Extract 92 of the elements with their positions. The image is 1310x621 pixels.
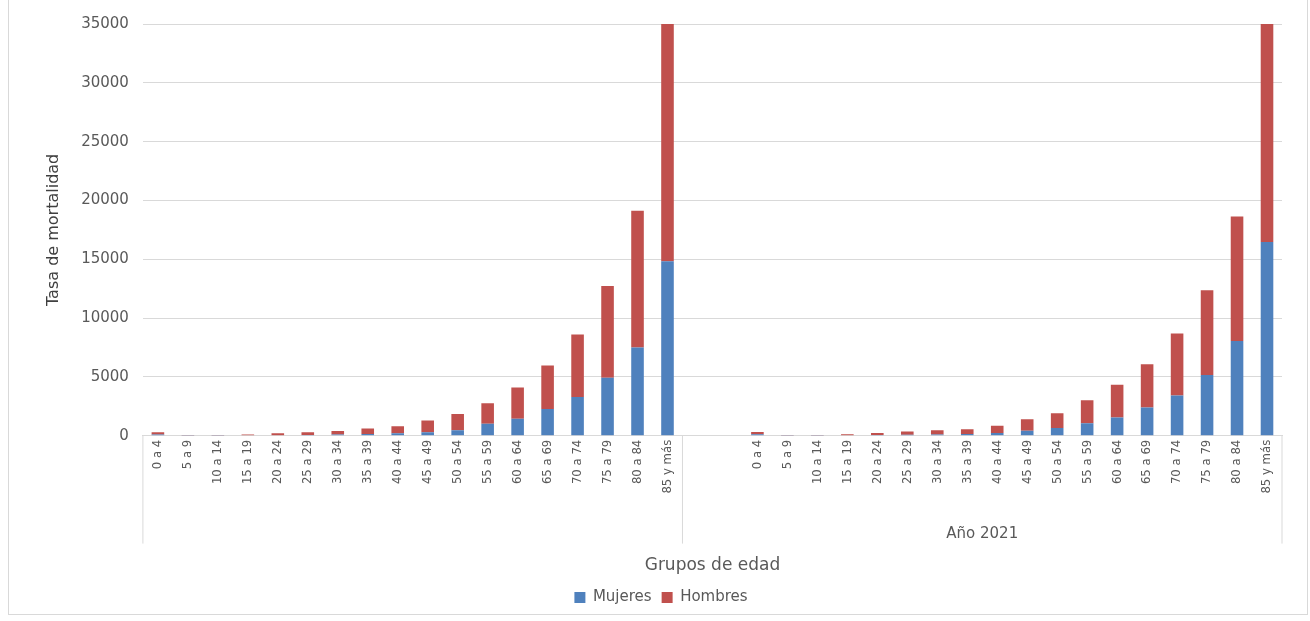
x-tick-label: 30 a 34 bbox=[928, 439, 944, 485]
text: Año 2021 bbox=[946, 523, 1019, 542]
x-tick-label: 20 a 24 bbox=[269, 439, 285, 485]
x-axis-title: Grupos de edad bbox=[644, 554, 781, 575]
y-axis-title: Tasa de mortalidad bbox=[42, 153, 62, 307]
x-tick-label: 35 a 39 bbox=[359, 439, 375, 485]
bar bbox=[960, 429, 974, 435]
bar bbox=[1260, 24, 1274, 242]
bar bbox=[451, 430, 464, 436]
y-tick-label: 10000 bbox=[81, 307, 129, 326]
x-tick-label: 65 a 69 bbox=[538, 439, 554, 485]
x-tick-label: 25 a 29 bbox=[898, 439, 914, 485]
x-tick-label: 5 a 9 bbox=[179, 439, 195, 470]
y-tick-label: 25000 bbox=[81, 131, 129, 150]
legend-label: Hombres bbox=[680, 587, 748, 606]
bar bbox=[1050, 427, 1064, 436]
bar bbox=[1170, 395, 1184, 436]
bar bbox=[511, 387, 524, 419]
x-tick-label: 85 y más bbox=[658, 439, 674, 494]
x-tick-label: 60 a 64 bbox=[1108, 439, 1124, 485]
y-tick-label: 30000 bbox=[81, 72, 129, 91]
bar bbox=[1080, 400, 1094, 424]
bar bbox=[1110, 384, 1124, 418]
x-tick-label: 75 a 79 bbox=[598, 439, 614, 485]
y-tick-label: 20000 bbox=[81, 190, 129, 209]
bar bbox=[930, 430, 944, 435]
y-tick-label: 5000 bbox=[90, 366, 129, 385]
x-tick-label: 45 a 49 bbox=[419, 439, 435, 485]
x-tick-label: 55 a 59 bbox=[479, 439, 495, 485]
x-tick-label: 10 a 14 bbox=[808, 439, 824, 485]
x-tick-label: 70 a 74 bbox=[1168, 439, 1184, 485]
x-tick-label: 65 a 69 bbox=[1138, 439, 1154, 485]
bar bbox=[541, 365, 554, 409]
bar bbox=[661, 24, 674, 262]
bar bbox=[601, 285, 614, 378]
bar bbox=[481, 423, 494, 436]
bar bbox=[1050, 413, 1064, 428]
x-tick-label: 40 a 44 bbox=[389, 439, 405, 485]
bar bbox=[1020, 430, 1034, 436]
bar bbox=[1140, 364, 1154, 408]
x-tick-label: 20 a 24 bbox=[868, 439, 884, 485]
y-tick-label: 35000 bbox=[81, 13, 129, 32]
bar bbox=[661, 261, 674, 436]
x-tick-label: 25 a 29 bbox=[299, 439, 315, 485]
bar bbox=[421, 420, 434, 433]
bar bbox=[541, 408, 554, 436]
bar bbox=[1200, 375, 1214, 436]
x-tick-label: 0 a 4 bbox=[748, 439, 764, 470]
x-tick-label: 5 a 9 bbox=[778, 439, 794, 470]
x-tick-label: 10 a 14 bbox=[209, 439, 225, 485]
bar bbox=[571, 334, 584, 398]
bar bbox=[990, 433, 1004, 436]
bar bbox=[1170, 333, 1184, 396]
bar bbox=[391, 433, 405, 436]
x-tick-label: 40 a 44 bbox=[988, 439, 1004, 485]
bar bbox=[1020, 419, 1034, 431]
x-tick-label: 15 a 19 bbox=[239, 439, 255, 485]
bar bbox=[391, 426, 405, 434]
x-tick-label: 35 a 39 bbox=[958, 439, 974, 485]
x-tick-label: 50 a 54 bbox=[449, 439, 465, 485]
x-tick-label: 85 y más bbox=[1258, 439, 1274, 494]
x-tick-label: 75 a 79 bbox=[1198, 439, 1214, 485]
x-tick-label: 55 a 59 bbox=[1078, 439, 1094, 485]
bar bbox=[1140, 407, 1154, 436]
bar bbox=[451, 414, 464, 431]
bar bbox=[1230, 216, 1244, 341]
x-tick-label: 80 a 84 bbox=[628, 439, 644, 485]
bar bbox=[361, 428, 375, 434]
bar bbox=[1080, 423, 1094, 436]
x-tick-label: 80 a 84 bbox=[1228, 439, 1244, 485]
bar bbox=[1200, 290, 1214, 376]
x-tick-label: 60 a 64 bbox=[508, 439, 524, 485]
bar bbox=[1230, 340, 1244, 436]
x-tick-label: 45 a 49 bbox=[1018, 439, 1034, 485]
x-tick-label: 0 a 4 bbox=[149, 439, 165, 470]
bar bbox=[571, 397, 584, 436]
bar bbox=[990, 425, 1004, 434]
y-tick-label: 15000 bbox=[81, 249, 129, 268]
bar bbox=[1260, 241, 1274, 436]
legend-label: Mujeres bbox=[592, 587, 652, 606]
x-tick-label: 30 a 34 bbox=[329, 439, 345, 485]
y-tick-label: 0 bbox=[119, 425, 129, 444]
bar bbox=[631, 347, 644, 436]
bar bbox=[421, 432, 434, 436]
bar bbox=[601, 377, 614, 436]
bar bbox=[511, 418, 524, 436]
bar bbox=[1110, 417, 1124, 436]
x-tick-label: 15 a 19 bbox=[838, 439, 854, 485]
x-tick-label: 70 a 74 bbox=[568, 439, 584, 485]
bar bbox=[481, 403, 494, 424]
bar bbox=[631, 210, 644, 348]
x-tick-label: 50 a 54 bbox=[1048, 439, 1064, 485]
